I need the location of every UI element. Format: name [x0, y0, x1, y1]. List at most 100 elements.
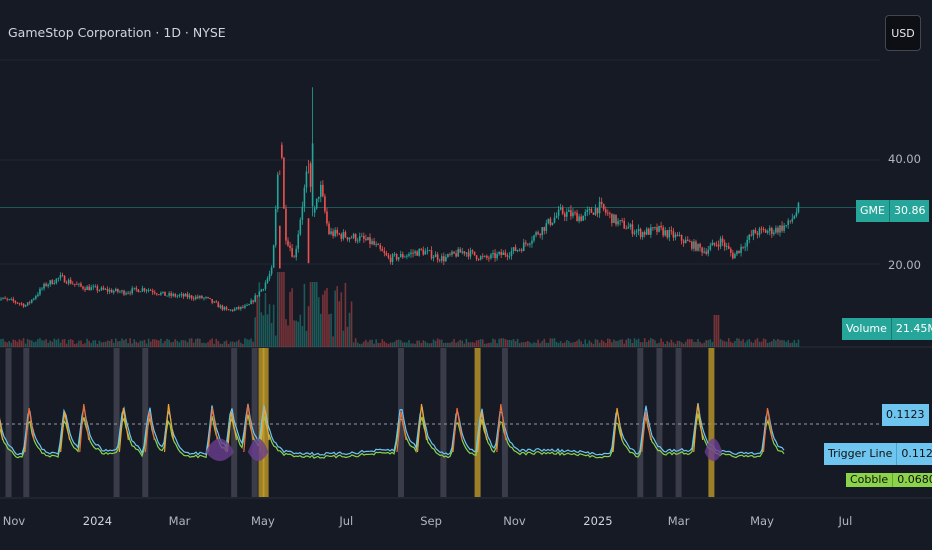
candle-body	[420, 248, 423, 250]
candle-body	[658, 225, 660, 232]
candle-body	[258, 291, 261, 297]
indicator-value-tag: 0.1123	[882, 404, 929, 426]
volume-bar	[35, 341, 37, 347]
candle-body	[338, 233, 341, 235]
volume-bar	[326, 288, 328, 347]
volume-bar	[342, 330, 345, 347]
candle-body	[773, 232, 775, 235]
volume-bar	[217, 341, 220, 347]
volume-bar	[656, 343, 658, 347]
volume-bar	[317, 297, 320, 347]
candle-body	[600, 201, 603, 204]
candle-body	[561, 207, 564, 214]
candle-body	[295, 248, 298, 258]
indicator-spike	[496, 403, 507, 453]
candle-body	[408, 254, 410, 256]
candle-body	[194, 296, 197, 300]
candle-body	[457, 249, 459, 257]
volume-bar	[508, 339, 511, 347]
volume-bar	[451, 341, 453, 347]
candle-body	[467, 252, 470, 257]
volume-bar	[436, 338, 439, 347]
volume-bar	[518, 343, 521, 347]
volume-bar	[266, 314, 269, 347]
candle-body	[350, 237, 353, 239]
volume-bar	[354, 338, 357, 347]
volume-bar	[320, 313, 322, 347]
indicator-fill	[205, 438, 235, 461]
candle-body	[559, 207, 562, 210]
time-axis-label: Nov	[503, 514, 526, 528]
volume-value: 21.45M	[891, 318, 932, 340]
time-axis-label: 2025	[583, 514, 613, 528]
candle-body	[691, 241, 693, 249]
indicator-spike	[452, 407, 463, 453]
volume-bar	[410, 343, 412, 347]
volume-bar	[756, 338, 759, 347]
candle-body	[416, 251, 418, 256]
signal-band-gray	[113, 348, 120, 497]
volume-bar	[233, 342, 236, 347]
candle-body	[574, 212, 576, 214]
volume-bar	[537, 339, 539, 347]
volume-bar	[775, 340, 777, 347]
candle-body	[674, 234, 677, 238]
volume-bar	[617, 340, 619, 347]
candle-body	[746, 239, 749, 247]
candle-body	[455, 253, 457, 257]
volume-bar	[371, 339, 373, 347]
candle-body	[309, 163, 312, 187]
volume-bar	[51, 341, 54, 347]
candle-body	[352, 234, 355, 238]
currency-button[interactable]: USD	[885, 15, 921, 51]
volume-bar	[639, 342, 642, 347]
volume-bar	[254, 317, 257, 347]
indicator-spike	[641, 411, 652, 453]
volume-bar	[574, 341, 576, 347]
candle-body	[787, 220, 790, 226]
volume-bar	[98, 340, 101, 347]
candle-body	[51, 280, 54, 285]
volume-bar	[496, 343, 498, 347]
candle-body	[629, 224, 632, 227]
candle-body	[645, 228, 648, 235]
volume-bar	[43, 340, 45, 347]
candle-body	[145, 290, 148, 292]
volume-bar	[471, 342, 474, 347]
candle-body	[588, 208, 591, 210]
volume-bar	[160, 338, 162, 347]
candle-body	[315, 198, 318, 209]
symbol-title[interactable]: GameStop Corporation · 1D · NYSE	[8, 25, 226, 40]
candle-body	[744, 246, 746, 248]
volume-bar	[727, 338, 730, 347]
candle-body	[211, 299, 213, 303]
candle-body	[578, 216, 580, 222]
candle-body	[369, 237, 371, 245]
volume-bar	[268, 304, 271, 347]
volume-bar	[475, 340, 478, 347]
volume-bar	[71, 339, 74, 347]
volume-bar	[166, 338, 168, 347]
candle-body	[334, 229, 336, 236]
volume-bar	[453, 339, 455, 347]
candle-body	[402, 254, 404, 258]
volume-bar	[281, 272, 283, 347]
volume-bar	[180, 340, 183, 347]
volume-bar	[701, 343, 703, 347]
symbol-tag: GME	[856, 200, 890, 222]
volume-bar	[590, 342, 593, 347]
volume-bar	[184, 340, 187, 347]
candle-body	[486, 255, 488, 258]
volume-bar	[428, 343, 431, 347]
volume-bar	[63, 339, 66, 347]
time-axis-label: Jul	[339, 514, 354, 528]
candle-body	[219, 305, 222, 308]
candle-body	[572, 212, 574, 217]
volume-bar	[404, 342, 406, 347]
indicator-fill	[704, 438, 723, 461]
candle-body	[320, 184, 322, 197]
candle-body	[672, 231, 675, 238]
volume-bar	[246, 339, 248, 347]
volume-bar	[164, 341, 166, 347]
